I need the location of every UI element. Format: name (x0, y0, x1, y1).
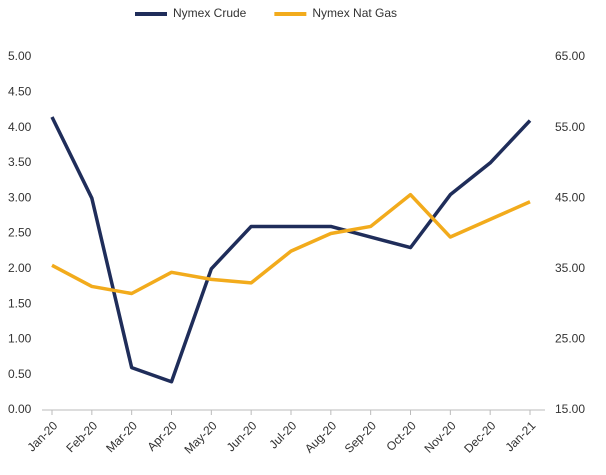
y-tick-label: 3.50 (8, 155, 32, 169)
x-tick-label: Jun-20 (224, 418, 260, 454)
y-tick-label: 0.00 (8, 402, 32, 416)
x-tick-label: Apr-20 (144, 418, 180, 454)
y-tick-label: 1.00 (8, 332, 32, 346)
y-tick-label: 4.00 (8, 120, 32, 134)
x-tick-label: Feb-20 (63, 418, 100, 455)
y-tick-label: 1.50 (8, 296, 32, 310)
y-tick-label: 2.50 (8, 226, 32, 240)
y-tick-label: 5.00 (8, 49, 32, 63)
x-tick-label: Mar-20 (103, 418, 140, 455)
y-tick-label: 0.50 (8, 367, 32, 381)
x-tick-label: Jan-20 (25, 418, 61, 454)
x-tick-label: Sep-20 (342, 418, 379, 455)
y-tick-label: 4.50 (8, 84, 32, 98)
x-tick-label: Oct-20 (383, 418, 419, 454)
y-tick-label: 3.00 (8, 190, 32, 204)
x-tick-label: Dec-20 (461, 418, 498, 455)
legend-label: Nymex Nat Gas (312, 6, 397, 20)
y2-tick-label: 15.00 (555, 402, 585, 416)
legend-label: Nymex Crude (173, 6, 247, 20)
x-tick-label: Nov-20 (421, 418, 458, 455)
x-tick-label: Jan-21 (503, 418, 539, 454)
series-line (51, 192, 531, 296)
x-tick-label: May-20 (182, 418, 220, 456)
y-tick-label: 2.00 (8, 261, 32, 275)
x-tick-label: Aug-20 (302, 418, 339, 455)
series-line (50, 116, 532, 384)
y2-tick-label: 65.00 (555, 49, 585, 63)
y2-tick-label: 45.00 (555, 190, 585, 204)
x-tick-label: Jul-20 (266, 418, 299, 451)
y2-tick-label: 55.00 (555, 120, 585, 134)
y2-tick-label: 25.00 (555, 332, 585, 346)
y2-tick-label: 35.00 (555, 261, 585, 275)
